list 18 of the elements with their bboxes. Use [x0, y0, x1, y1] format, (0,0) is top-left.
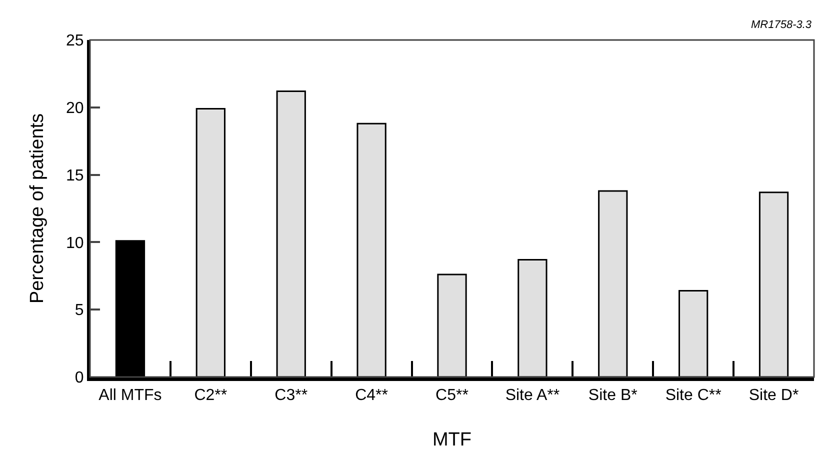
y-tick-label: 25 [66, 32, 84, 50]
x-tick-label: C3** [274, 387, 308, 404]
y-tick-label: 0 [74, 370, 84, 387]
x-tick-label: C4** [355, 387, 388, 404]
x-tick-label: Site C** [665, 387, 722, 404]
x-tick-label: C2** [194, 387, 228, 404]
text: MR1758-3.3 [751, 19, 812, 31]
y-tick-label: 10 [66, 234, 84, 252]
x-tick-label: All MTFs [98, 387, 162, 404]
x-axis-title: MTF [432, 430, 472, 450]
y-tick-label: 15 [66, 167, 84, 184]
x-tick-label: C5** [436, 387, 468, 404]
x-tick-label: Site A** [505, 387, 560, 404]
y-tick-label: 5 [74, 302, 84, 320]
y-tick-label: 20 [66, 100, 84, 117]
y-axis-title: Percentage of patients [26, 113, 48, 304]
x-tick-label: Site B* [588, 387, 638, 404]
x-tick-label: Site D* [748, 387, 799, 404]
